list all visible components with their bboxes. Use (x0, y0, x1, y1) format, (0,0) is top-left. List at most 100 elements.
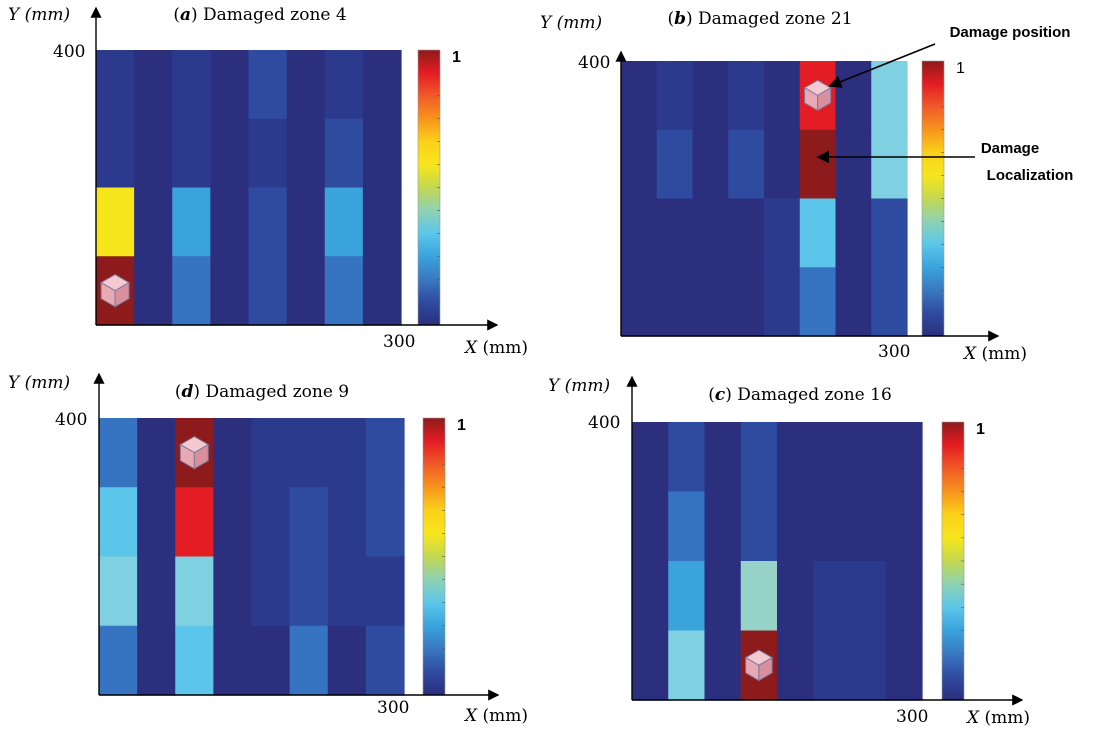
heatmap-cell (134, 118, 173, 189)
colorbar-max-label: 1 (956, 60, 965, 77)
heatmap-cell (704, 630, 742, 701)
colorbar-max-label: 1 (452, 49, 461, 66)
heatmap-cell (668, 491, 706, 562)
heatmap-cell (728, 129, 765, 200)
heatmap-cell (365, 556, 405, 627)
heatmap-cell (885, 491, 923, 562)
heatmap-cell (813, 422, 851, 493)
heatmap-cell (248, 50, 288, 120)
heatmap-cell (251, 556, 291, 627)
heatmap-cell (286, 187, 326, 257)
heatmap-cell (704, 422, 742, 493)
y-tick-label: 400 (53, 42, 85, 62)
damage-localization-label-line2: Localization (987, 167, 1074, 184)
heatmap-cell (96, 50, 135, 120)
x-axis-label: X (mm) (463, 706, 528, 726)
heatmap-cell (210, 118, 250, 189)
heatmap-cell (324, 187, 364, 257)
heatmap-cell (327, 625, 367, 696)
heatmap-cell (849, 561, 887, 632)
heatmap-cell (799, 198, 837, 268)
heatmap-cell (251, 487, 291, 558)
heatmap-cell (621, 198, 658, 268)
heatmap-cell (327, 418, 367, 488)
heatmap-cell (289, 556, 329, 627)
heatmap-cell (289, 625, 329, 696)
heatmap-cell (362, 50, 402, 120)
heatmap-cell (324, 118, 364, 189)
heatmap-cell (99, 625, 138, 696)
heatmap-cell (777, 491, 814, 562)
y-tick-label: 400 (588, 413, 620, 433)
heatmap-cell (213, 625, 253, 696)
x-tick-label: 300 (896, 707, 928, 727)
heatmap-cell (764, 267, 801, 337)
heatmap-cell (362, 187, 402, 257)
heatmap-cell (621, 267, 658, 337)
heatmap-cell (692, 267, 729, 337)
heatmap-cell (777, 422, 814, 493)
heatmap-cell (668, 630, 706, 701)
heatmap-cell (668, 422, 706, 493)
heatmap-cell (728, 61, 765, 131)
heatmap-cell (728, 198, 765, 268)
heatmap-cell (213, 487, 253, 558)
damage-marker-icon (803, 79, 832, 112)
heatmap-cell (692, 129, 729, 200)
heatmap-cell (134, 256, 173, 326)
heatmap-cell (777, 630, 814, 701)
x-tick-label: 300 (383, 332, 415, 352)
damage-marker-icon (100, 274, 130, 308)
heatmap-cell (327, 487, 367, 558)
heatmap-cell (668, 561, 706, 632)
annotations: Damage position Damage Localization (816, 24, 1074, 184)
heatmap-cell (621, 61, 658, 131)
heatmap-cell (137, 418, 176, 488)
heatmap-cell (99, 556, 138, 627)
y-tick-label: 400 (578, 53, 610, 73)
heatmap-cell (172, 256, 211, 326)
heatmap-cell (324, 256, 364, 326)
heatmap-cell (286, 50, 326, 120)
heatmap-cell (365, 625, 405, 696)
heatmap-cell (885, 630, 923, 701)
heatmap-cell (835, 129, 872, 200)
heatmap-cell (362, 118, 402, 189)
heatmap-cell (632, 491, 669, 562)
x-axis-label: X (mm) (463, 338, 528, 358)
heatmap-cell (871, 267, 908, 337)
heatmap-cell (835, 61, 872, 131)
heatmap-panel-c: 1 (c) Damaged zone 16 Y (mm) 400 300 X (mm) (548, 375, 1030, 728)
panel-title: (c) Damaged zone 16 (708, 385, 892, 405)
heatmap-cell (849, 630, 887, 701)
colorbar (921, 60, 945, 337)
heatmap-cell (777, 561, 814, 632)
panel-title: (d) Damaged zone 9 (175, 382, 349, 402)
heatmap-cell (248, 118, 288, 189)
heatmap-cell (137, 487, 176, 558)
x-axis-label: X (mm) (965, 708, 1030, 728)
heatmap-cell (365, 418, 405, 488)
heatmap-cell (704, 561, 742, 632)
heatmap-cell (365, 487, 405, 558)
heatmap-cell (813, 630, 851, 701)
heatmap-cell (656, 198, 694, 268)
heatmap-cell (324, 50, 364, 120)
heatmap-cell (849, 422, 887, 493)
heatmap-cell (251, 625, 291, 696)
heatmap-cell (656, 61, 694, 131)
heatmap-cell (134, 50, 173, 120)
heatmap-cell (137, 625, 176, 696)
panel-title: (b) Damaged zone 21 (667, 9, 852, 29)
heatmap-cell (813, 561, 851, 632)
heatmap-cell (632, 561, 669, 632)
heatmap-cell (289, 418, 329, 488)
heatmap-cell (99, 487, 138, 558)
heatmap-cell (210, 50, 250, 120)
heatmap-cell (799, 129, 837, 200)
colorbar (941, 421, 965, 701)
heatmap-cell (137, 556, 176, 627)
heatmap-cell (764, 198, 801, 268)
heatmap-cell (210, 256, 250, 326)
